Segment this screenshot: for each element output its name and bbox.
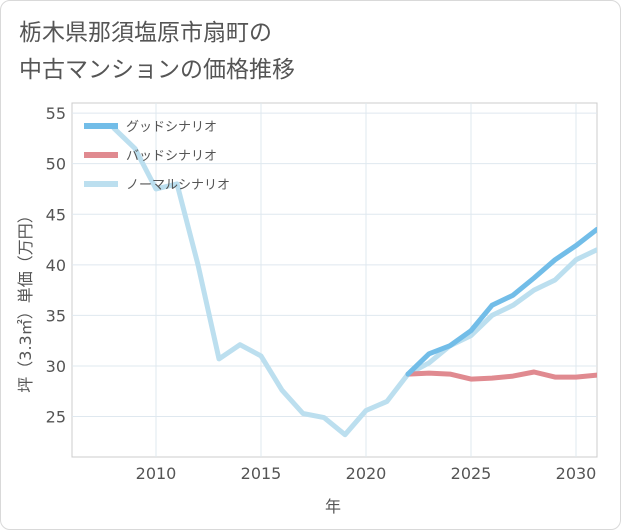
legend-label: バッドシナリオ <box>126 149 217 164</box>
x-tick-labels: 2010 2015 2020 2025 2030 <box>136 464 597 483</box>
y-tick-label: 35 <box>46 306 66 325</box>
chart-title-line-1: 栃木県那須塩原市扇町の <box>19 20 272 46</box>
y-tick-label: 50 <box>46 155 66 174</box>
series-line-2 <box>111 125 597 438</box>
series-lines <box>111 125 597 438</box>
series-line-1 <box>405 369 597 382</box>
y-tick-label: 25 <box>46 408 66 427</box>
x-tick-label: 2010 <box>136 464 177 483</box>
plot-area <box>71 102 598 458</box>
chart-title: 栃木県那須塩原市扇町の 中古マンションの価格推移 <box>19 15 295 89</box>
y-tick-label: 40 <box>46 256 66 275</box>
x-tick-label: 2020 <box>346 464 387 483</box>
x-tick-label: 2025 <box>451 464 492 483</box>
y-tick-labels: 25 30 35 40 45 50 55 <box>46 104 66 426</box>
x-tick-label: 2015 <box>241 464 282 483</box>
x-tick-label: 2030 <box>556 464 597 483</box>
x-axis-label: 年 <box>325 497 341 516</box>
series-line-0 <box>405 226 597 377</box>
legend-label: グッドシナリオ <box>126 120 217 135</box>
y-axis-label: 坪（3.3㎡）単価（万円） <box>16 207 35 392</box>
grid-lines <box>72 103 597 457</box>
chart-title-line-2: 中古マンションの価格推移 <box>19 57 295 83</box>
y-tick-label: 55 <box>46 104 66 123</box>
y-tick-label: 45 <box>46 205 66 224</box>
y-tick-label: 30 <box>46 357 66 376</box>
legend-label: ノーマルシナリオ <box>126 178 230 193</box>
